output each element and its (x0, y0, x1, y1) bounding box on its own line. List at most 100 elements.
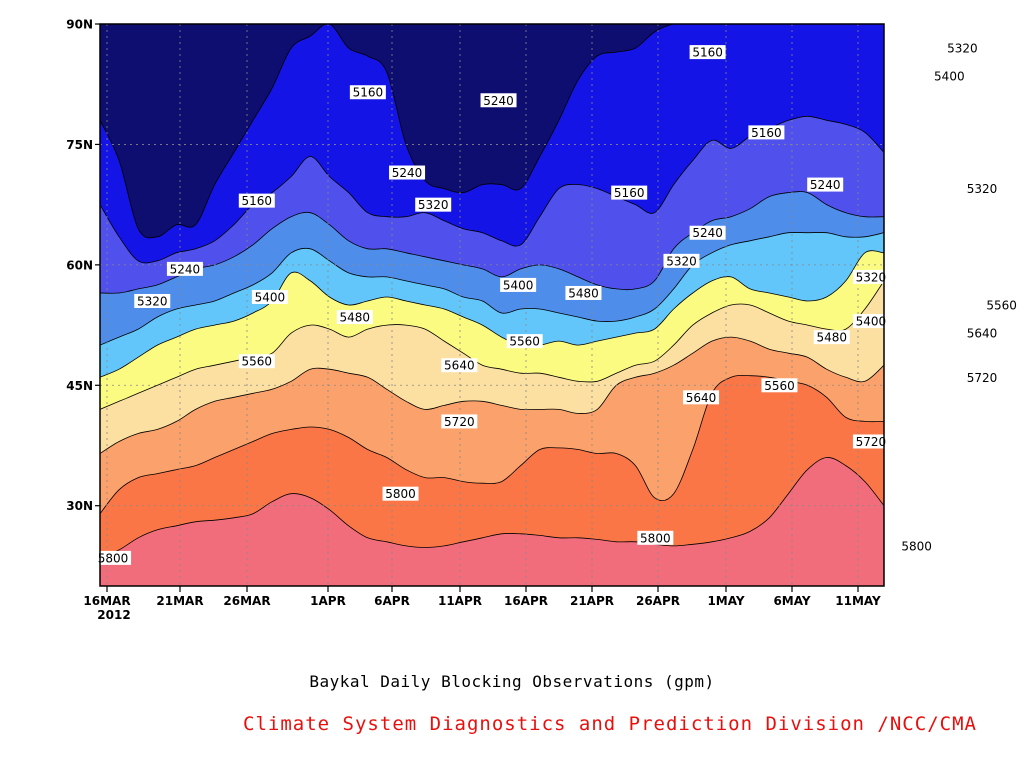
svg-text:5640: 5640 (967, 327, 998, 341)
x-tick-label: 26MAR (223, 594, 270, 608)
svg-text:5320: 5320 (967, 182, 998, 196)
contour-label: 5480 (565, 285, 602, 300)
contour-label: 5160 (748, 125, 785, 140)
contour-label: 5320 (415, 197, 452, 212)
contour-label: 5800 (382, 486, 419, 501)
x-tick-label: 21MAR (156, 594, 203, 608)
contour-label: 5720 (964, 370, 1000, 385)
contour-line (100, 232, 884, 346)
svg-text:5480: 5480 (568, 286, 599, 300)
contour-label: 5160 (689, 45, 726, 60)
svg-text:5240: 5240 (810, 178, 841, 192)
svg-text:5320: 5320 (947, 42, 978, 56)
contour-label: 5240 (689, 225, 726, 240)
x-tick-label: 6MAY (773, 594, 810, 608)
x-tick-label: 16MAR (83, 594, 130, 608)
contour-label: 5400 (931, 69, 968, 84)
x-tick-label: 16APR (504, 594, 548, 608)
svg-text:5240: 5240 (483, 94, 514, 108)
x-tick-label: 11APR (438, 594, 482, 608)
contour-label: 5720 (852, 434, 889, 449)
contour-line (100, 457, 884, 559)
svg-text:5240: 5240 (392, 166, 423, 180)
contour-line (100, 191, 884, 294)
contour-label: 5640 (441, 358, 478, 373)
svg-text:5800: 5800 (385, 487, 416, 501)
contour-label: 5400 (251, 289, 288, 304)
contour-label: 5320 (134, 293, 171, 308)
svg-text:5320: 5320 (856, 270, 887, 284)
contour-label: 5560 (983, 298, 1020, 313)
x-tick-label: 11MAY (835, 594, 881, 608)
contour-label: 5800 (95, 550, 132, 565)
svg-text:5640: 5640 (686, 391, 717, 405)
contour-label: 5160 (349, 85, 386, 100)
x-tick-label: 1MAY (707, 594, 744, 608)
contour-label: 5240 (389, 165, 426, 180)
contour-label: 5800 (898, 538, 935, 553)
svg-text:5800: 5800 (640, 531, 671, 545)
chart-caption: Baykal Daily Blocking Observations (gpm) (309, 672, 715, 691)
contour-line (100, 250, 884, 378)
plot-frame (99, 23, 885, 587)
y-tick-label: 30N (66, 499, 93, 513)
contour-label: 5560 (761, 378, 798, 393)
svg-text:5400: 5400 (503, 278, 534, 292)
svg-text:5560: 5560 (242, 355, 273, 369)
svg-text:5480: 5480 (340, 311, 371, 325)
svg-text:5160: 5160 (353, 86, 384, 100)
svg-text:5800: 5800 (98, 551, 129, 565)
svg-text:5160: 5160 (692, 46, 723, 60)
contour-label: 5160 (611, 185, 648, 200)
x-tick-label: 1APR (310, 594, 346, 608)
svg-text:5400: 5400 (856, 315, 887, 329)
svg-text:5240: 5240 (170, 262, 201, 276)
axes: 16MAR 21MAR 26MAR 1APR 6APR 11APR 16APR 21APR 26… (66, 18, 881, 623)
contour-label: 5320 (663, 253, 700, 268)
svg-text:5560: 5560 (764, 379, 795, 393)
contour-line (100, 24, 884, 239)
contour-line (100, 280, 884, 410)
svg-text:5720: 5720 (444, 415, 475, 429)
contour-label: 5320 (964, 181, 1000, 196)
x-tick-label: 21APR (570, 594, 614, 608)
svg-text:5720: 5720 (967, 371, 998, 385)
svg-text:5720: 5720 (856, 435, 887, 449)
contour-label: 5800 (637, 530, 674, 545)
x-tick-label: 6APR (374, 594, 410, 608)
band-fill (100, 24, 884, 238)
y-tick-label: 90N (66, 18, 93, 32)
svg-text:5240: 5240 (692, 226, 723, 240)
contour-label: 5560 (238, 354, 275, 369)
x-tick-label: 26APR (636, 594, 680, 608)
contour-label: 5480 (813, 330, 850, 345)
svg-text:5400: 5400 (255, 290, 286, 304)
contour-label: 5400 (852, 314, 889, 329)
x-year-label: 2012 (97, 608, 130, 622)
contour-label: 5400 (500, 277, 537, 292)
contour-labels: 5160 5160 5160 5160 5160 5240 5240 5240 5240 5240… (95, 41, 1024, 565)
contour-label: 5640 (683, 390, 720, 405)
contour-label: 5480 (1022, 285, 1024, 300)
svg-text:5480: 5480 (816, 331, 847, 345)
grid-lines (100, 24, 884, 586)
svg-text:5800: 5800 (901, 539, 932, 553)
contour-fills (100, 24, 884, 586)
svg-text:5320: 5320 (137, 294, 168, 308)
svg-text:5640: 5640 (444, 359, 475, 373)
contour-line (100, 336, 884, 454)
svg-text:5160: 5160 (242, 194, 273, 208)
contour-label: 5720 (441, 414, 478, 429)
svg-text:5400: 5400 (934, 70, 965, 84)
svg-text:5160: 5160 (614, 186, 645, 200)
contour-label: 5320 (852, 269, 889, 284)
credit-line: Climate System Diagnostics and Predictio… (243, 713, 977, 735)
contour-label: 5480 (336, 310, 373, 325)
y-tick-label: 60N (66, 258, 93, 272)
svg-text:5320: 5320 (666, 254, 697, 268)
svg-text:5560: 5560 (986, 299, 1017, 313)
contour-label: 5560 (506, 334, 543, 349)
contour-line (100, 374, 884, 514)
contour-label: 5160 (238, 193, 275, 208)
contour-label: 5640 (964, 326, 1000, 341)
